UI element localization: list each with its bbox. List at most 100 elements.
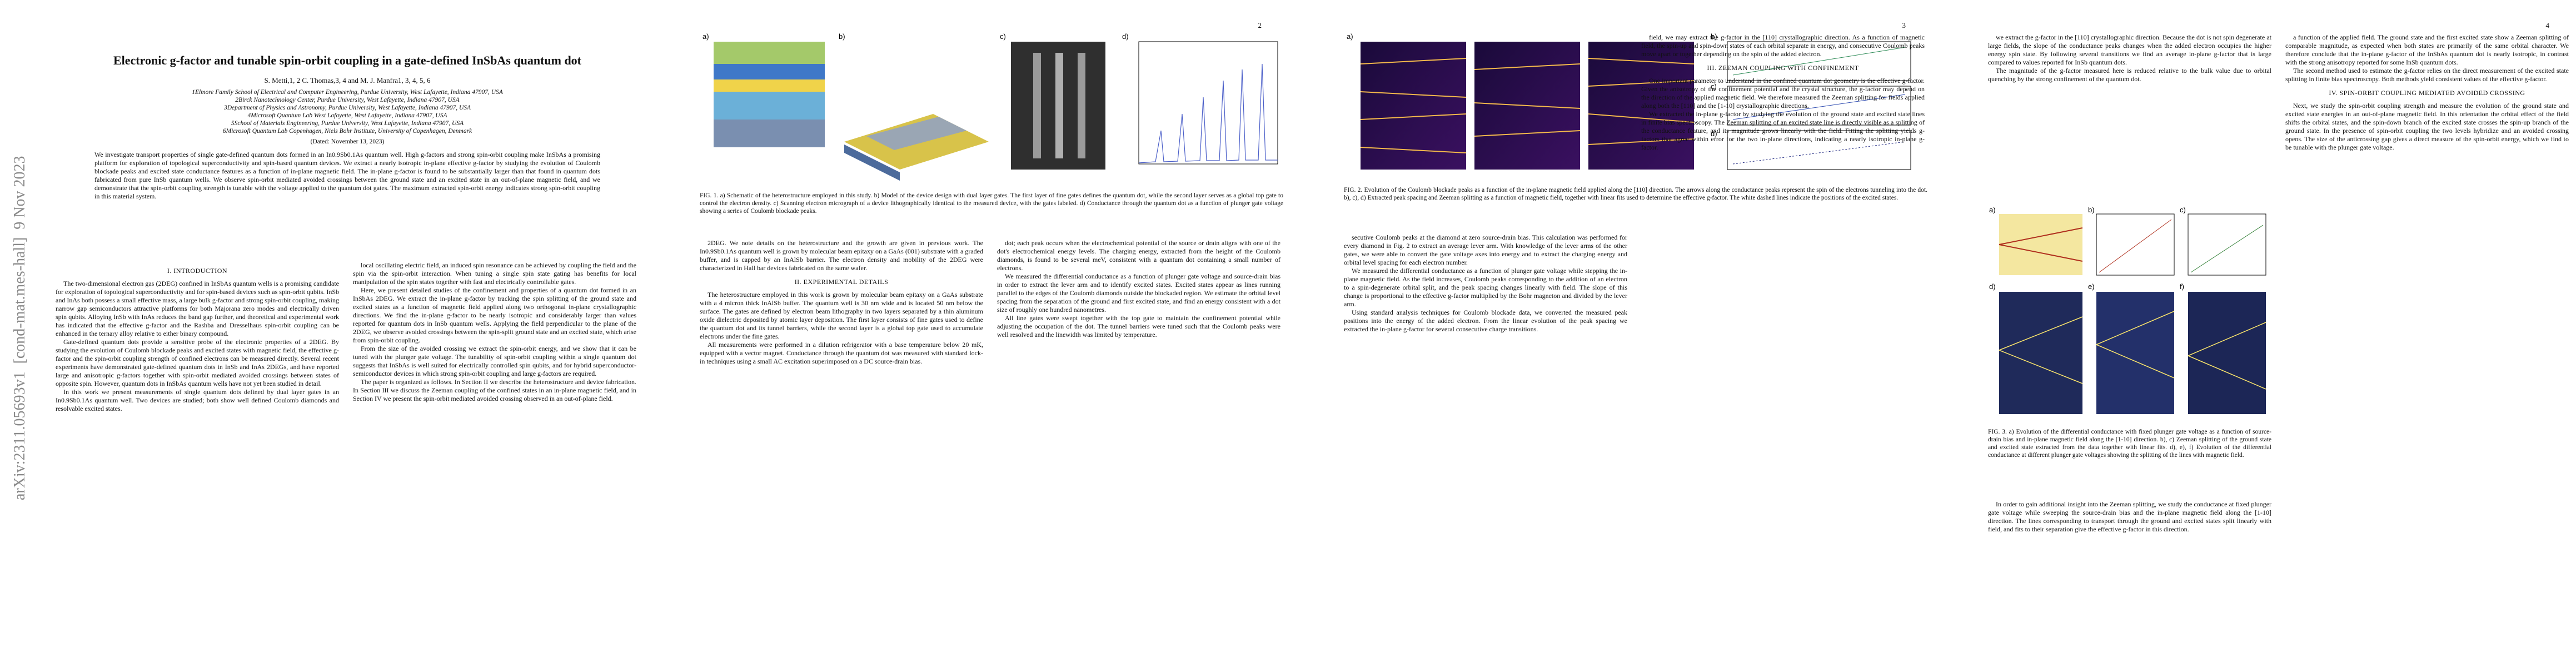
- paragraph: In order to gain additional insight into…: [1988, 500, 2271, 533]
- figure-caption: FIG. 3. a) Evolution of the differential…: [1988, 429, 2271, 459]
- paragraph: a function of the applied field. The gro…: [2285, 33, 2569, 66]
- figure-3: a) b) c) d) e) f): [1989, 206, 2266, 414]
- paragraph: Next, we study the spin-orbit coupling s…: [2285, 102, 2569, 151]
- header: Electronic g-factor and tunable spin-orb…: [56, 53, 639, 201]
- panel-label: b): [839, 32, 845, 41]
- paragraph: We extracted the in-plane g-factor by st…: [1641, 110, 1925, 151]
- text-column: field, we may extract the g-factor in th…: [1641, 33, 1925, 656]
- text-column: a function of the applied field. The gro…: [2285, 33, 2569, 656]
- affiliation: 2Birck Nanotechnology Center, Purdue Uni…: [235, 97, 460, 103]
- title: Electronic g-factor and tunable spin-orb…: [113, 53, 582, 67]
- plot-frame: [1727, 41, 1911, 81]
- panel-label: c): [1711, 82, 1717, 91]
- page-number: 3: [1902, 21, 1906, 29]
- panel-label: f): [2180, 282, 2184, 291]
- heatmap: [2188, 292, 2266, 414]
- text-column: we extract the g-factor in the [110] cry…: [1988, 33, 2271, 200]
- page-number: 2: [1258, 21, 1262, 29]
- layer: [714, 42, 825, 64]
- device-model: [844, 145, 900, 181]
- paragraph: We measured the differential conductance…: [997, 272, 1280, 313]
- heatmap: [2096, 292, 2174, 414]
- paragraph: we extract the g-factor in the [110] cry…: [1988, 33, 2271, 66]
- panel-label: d): [1989, 282, 1996, 291]
- paragraph: Here, we present detailed studies of the…: [353, 286, 636, 344]
- device-model: [866, 117, 966, 150]
- paragraph: From the size of the avoided crossing we…: [353, 345, 636, 377]
- paragraph: Using standard analysis techniques for C…: [1344, 308, 1627, 333]
- figure-2: a) b) c) d): [1347, 32, 1911, 170]
- fit-line: [2099, 219, 2172, 273]
- page: arXiv:2311.05693v1 [cond-mat.mes-hall] 9…: [0, 0, 644, 667]
- conductance-lines: [1360, 58, 1695, 153]
- panel-label: a): [702, 32, 709, 41]
- paragraph: The two-dimensional electron gas (2DEG) …: [56, 280, 339, 337]
- fit-line: [1732, 47, 1906, 76]
- text-column: In order to gain additional insight into…: [1988, 500, 2271, 656]
- conductance-line: [1999, 244, 2083, 262]
- page: 3 a) b) c) d) FIG. 2. Evolution of the C…: [1288, 0, 1932, 667]
- panel-label: e): [2088, 282, 2095, 291]
- conductance-lines: [1999, 311, 2266, 390]
- plot-frame: [1727, 130, 1911, 170]
- fit-line: [2190, 225, 2264, 273]
- paragraph: field, we may extract the g-factor in th…: [1641, 33, 1925, 58]
- conductance-line: [1999, 227, 2083, 245]
- page: 4 we extract the g-factor in the [110] c…: [1932, 0, 2576, 667]
- section-heading: III. ZEEMAN COUPLING WITH CONFINEMENT: [1707, 64, 1859, 72]
- plot-frame: [1138, 41, 1278, 165]
- layer: [714, 92, 825, 120]
- text-column: secutive Coulomb peaks at the diamond at…: [1344, 233, 1627, 656]
- section-heading: I. INTRODUCTION: [167, 267, 228, 275]
- panel-label: a): [1347, 32, 1353, 41]
- paragraph: local oscillating electric field, an ind…: [353, 261, 636, 286]
- affiliation: 3Department of Physics and Astronomy, Pu…: [223, 104, 471, 111]
- text-column: local oscillating electric field, an ind…: [353, 261, 636, 656]
- fit-line: [1732, 141, 1906, 165]
- plot-frame: [1727, 86, 1911, 126]
- paragraph: The paper is organized as follows. In Se…: [353, 378, 636, 402]
- paragraph: The magnitude of the g-factor measured h…: [1988, 67, 2271, 83]
- plot-frame: [2188, 213, 2266, 276]
- panel-label: d): [1122, 32, 1129, 41]
- text-column: dot; each peak occurs when the electroch…: [997, 239, 1280, 656]
- arxiv-sidebar: arXiv:2311.05693v1 [cond-mat.mes-hall] 9…: [11, 156, 28, 500]
- fit-line: [1732, 94, 1906, 120]
- heatmap: [1999, 292, 2082, 414]
- panel-label: d): [1711, 130, 1717, 138]
- layer: [714, 64, 825, 79]
- page: 2 a) b) c) d) FIG. 1. a) Schematic of th…: [644, 0, 1288, 667]
- panel-label: b): [2088, 206, 2095, 214]
- gate: [1055, 53, 1063, 158]
- affiliation: 5School of Materials Engineering, Purdue…: [231, 120, 464, 127]
- panel-label: c): [1000, 32, 1006, 41]
- affiliations: 1Elmore Family School of Electrical and …: [56, 88, 639, 135]
- paragraph: All measurements were performed in a dil…: [700, 341, 983, 365]
- paragraph: The heterostructure employed in this wor…: [700, 291, 983, 340]
- layer: [714, 79, 825, 92]
- paragraph: In this work we present measurements of …: [56, 388, 339, 412]
- gate: [1033, 53, 1041, 158]
- date: (Dated: November 13, 2023): [310, 138, 385, 145]
- affiliation: 1Elmore Family School of Electrical and …: [192, 89, 503, 96]
- figure-1: a) b) c) d): [702, 32, 1278, 181]
- paragraph: secutive Coulomb peaks at the diamond at…: [1344, 233, 1627, 266]
- paragraph: The second method used to estimate the g…: [2285, 67, 2569, 83]
- text-column: I. INTRODUCTION The two-dimensional elect…: [56, 261, 339, 656]
- gate: [1078, 53, 1085, 158]
- plot-frame: [2096, 213, 2175, 276]
- figure-caption: FIG. 1. a) Schematic of the heterostruct…: [700, 192, 1283, 215]
- paragraph: All line gates were swept together with …: [997, 314, 1280, 339]
- conductance-trace: [1138, 63, 1278, 163]
- affiliation: 4Microsoft Quantum Lab West Lafayette, W…: [247, 112, 447, 119]
- layer: [714, 120, 825, 147]
- section-heading: IV. SPIN-ORBIT COUPLING MEDIATED AVOIDED…: [2329, 89, 2525, 97]
- panel-label: b): [1711, 32, 1717, 41]
- paragraph: Gate-defined quantum dots provide a sens…: [56, 338, 339, 387]
- paragraph: We measured the differential conductance…: [1344, 267, 1627, 308]
- affiliation: 6Microsoft Quantum Lab Copenhagen, Niels…: [222, 128, 472, 135]
- paragraph: dot; each peak occurs when the electroch…: [997, 239, 1280, 272]
- abstract: We investigate transport properties of s…: [94, 151, 600, 200]
- panel-label: a): [1989, 206, 1996, 214]
